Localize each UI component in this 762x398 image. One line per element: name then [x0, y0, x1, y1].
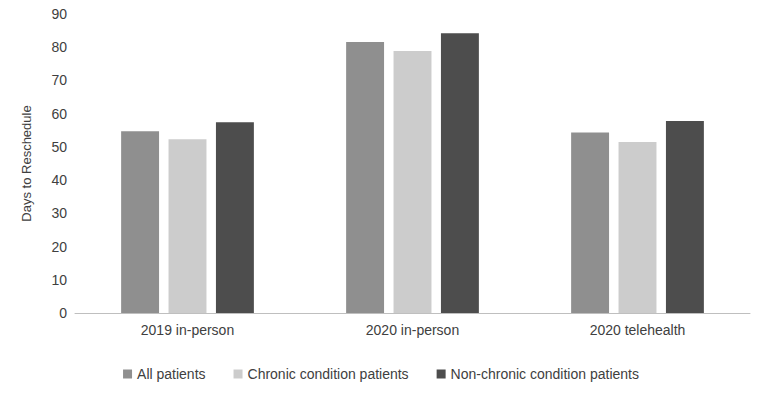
svg-text:Chronic condition patients: Chronic condition patients: [248, 366, 409, 382]
svg-text:30: 30: [51, 205, 67, 221]
svg-text:80: 80: [51, 39, 67, 55]
svg-text:All patients: All patients: [137, 366, 205, 382]
svg-text:90: 90: [51, 6, 67, 22]
svg-text:60: 60: [51, 106, 67, 122]
svg-text:10: 10: [51, 272, 67, 288]
svg-text:Non-chronic condition patients: Non-chronic condition patients: [451, 366, 639, 382]
svg-text:0: 0: [59, 305, 67, 321]
svg-text:20: 20: [51, 239, 67, 255]
svg-text:70: 70: [51, 72, 67, 88]
svg-text:2020 in-person: 2020 in-person: [366, 322, 459, 338]
svg-text:2020 telehealth: 2020 telehealth: [590, 322, 686, 338]
svg-text:2019 in-person: 2019 in-person: [141, 322, 234, 338]
svg-text:Days to Reschedule: Days to Reschedule: [19, 105, 34, 221]
svg-text:40: 40: [51, 172, 67, 188]
svg-text:50: 50: [51, 139, 67, 155]
